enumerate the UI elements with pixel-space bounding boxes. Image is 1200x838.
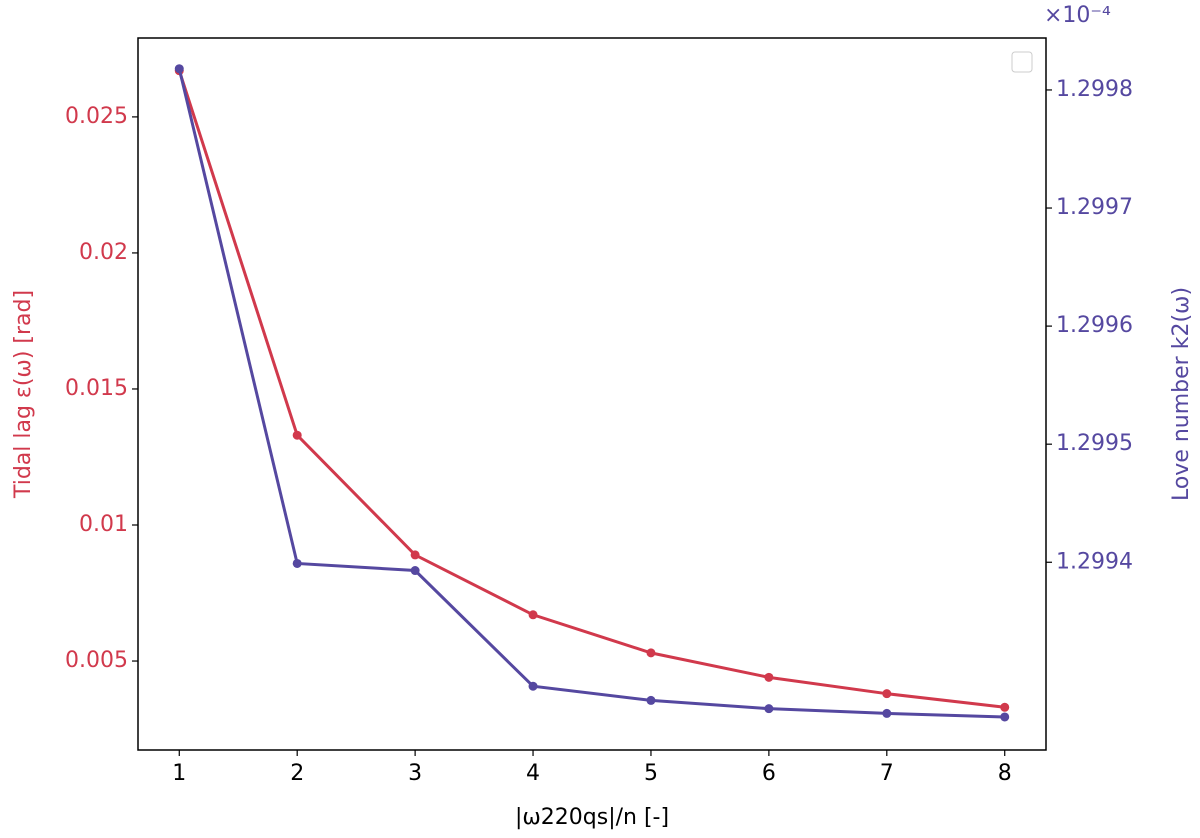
y-tick-label: 0.01 [79, 512, 128, 537]
x-tick-label: 2 [290, 761, 304, 786]
y-tick-label: 0.015 [65, 376, 128, 401]
y2-tick-label: 1.2994 [1056, 549, 1133, 574]
data-point [646, 648, 656, 658]
y2-offset-label: ×10⁻⁴ [1044, 3, 1111, 28]
y2-tick-label: 1.2997 [1056, 195, 1133, 220]
y-tick-label: 0.02 [79, 240, 128, 265]
series-line [177, 68, 1005, 719]
data-point [764, 704, 774, 714]
y-tick-label: 0.025 [65, 104, 128, 129]
data-point [292, 430, 302, 440]
data-point [292, 558, 302, 568]
y2-tick-label: 1.2995 [1056, 431, 1133, 456]
x-tick-label: 3 [408, 761, 422, 786]
x-tick-label: 1 [172, 761, 186, 786]
y-axis-label: Tidal lag ε(ω) [rad] [11, 290, 36, 499]
series-line [177, 70, 1005, 709]
x-tick-label: 4 [526, 761, 540, 786]
data-point [528, 681, 538, 691]
data-point [1000, 702, 1010, 712]
y2-tick-label: 1.2998 [1056, 77, 1133, 102]
data-point [174, 64, 184, 74]
x-axis-label: |ω220qs|/n [-] [515, 805, 669, 830]
legend-box [1011, 51, 1033, 73]
y-tick-label: 0.005 [65, 648, 128, 673]
data-point [1000, 712, 1010, 722]
y2-axis-label: Love number k2(ω) [1169, 287, 1194, 501]
data-point [646, 695, 656, 705]
data-point [882, 708, 892, 718]
data-point [410, 550, 420, 560]
y2-tick-label: 1.2996 [1056, 313, 1133, 338]
x-tick-label: 7 [880, 761, 894, 786]
data-point [528, 610, 538, 620]
x-tick-label: 5 [644, 761, 658, 786]
plot-frame [137, 37, 1047, 751]
data-point [764, 672, 774, 682]
x-tick-label: 8 [998, 761, 1012, 786]
data-point [410, 566, 420, 576]
data-point [882, 689, 892, 699]
x-tick-label: 6 [762, 761, 776, 786]
